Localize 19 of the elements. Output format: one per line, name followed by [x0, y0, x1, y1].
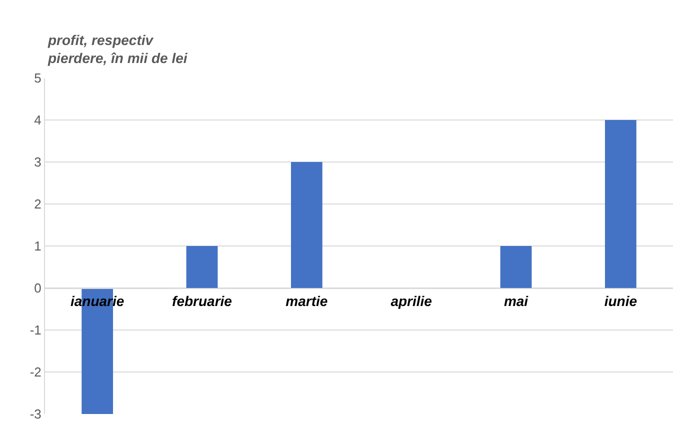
bar: [290, 162, 322, 288]
x-tick-label: aprilie: [390, 292, 432, 309]
y-tick-label: 5: [34, 70, 42, 86]
y-tick-label: 2: [34, 196, 42, 212]
y-tick-label: 3: [34, 154, 42, 170]
x-tick-label: februarie: [172, 292, 232, 309]
y-tick-label: -2: [30, 364, 42, 380]
y-tick-label: 4: [34, 112, 42, 128]
x-tick-label: mai: [504, 292, 530, 309]
y-tick-label: -3: [30, 406, 42, 422]
y-axis-title: profit, respectiv pierdere, în mii de lei: [47, 32, 188, 66]
x-tick-label: martie: [286, 292, 328, 309]
y-tick-label: -1: [30, 322, 42, 338]
bar: [500, 246, 532, 288]
x-tick-label: iunie: [604, 292, 638, 309]
y-tick-label: 0: [34, 280, 42, 296]
bar: [604, 120, 636, 288]
y-tick-label: 1: [34, 238, 42, 254]
bar: [186, 246, 218, 288]
